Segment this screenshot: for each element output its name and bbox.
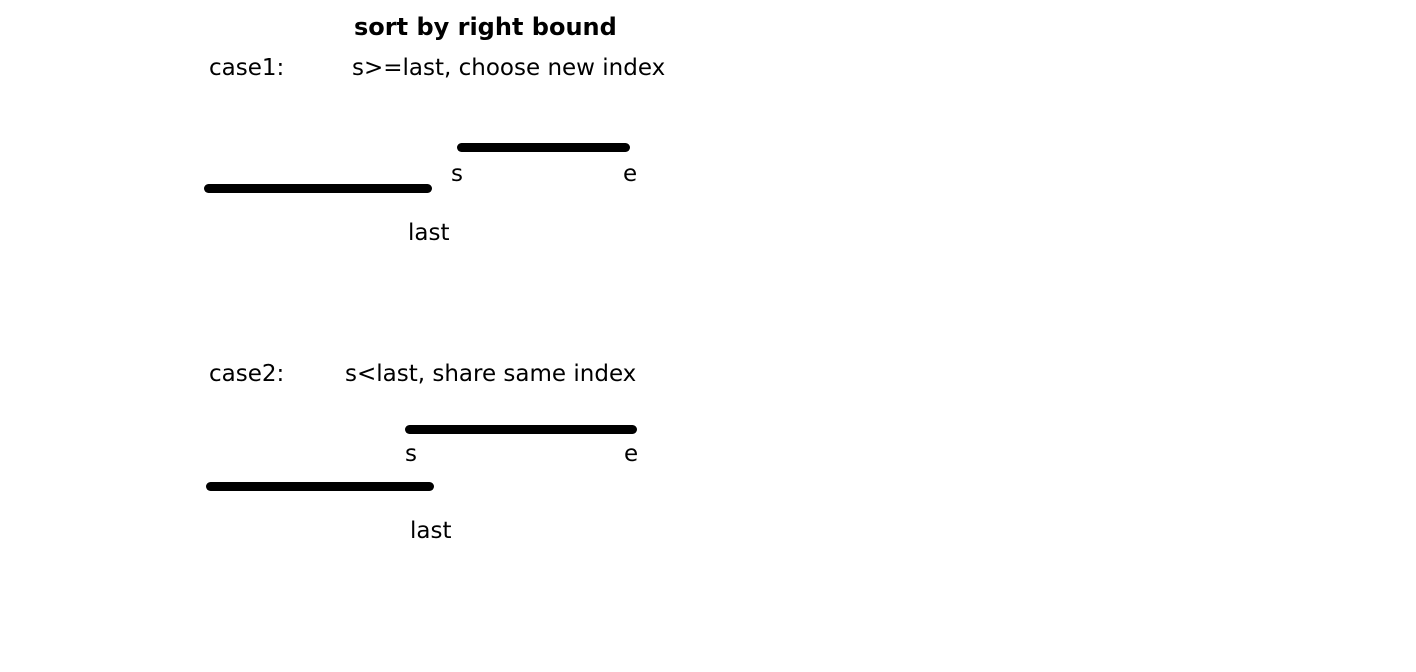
diagram-title: sort by right bound: [354, 13, 617, 41]
case1-end-label: e: [623, 161, 638, 187]
case2-previous-interval-bar: [206, 482, 434, 491]
case2-new-interval-bar: [405, 425, 637, 434]
case1-label: case1:: [209, 55, 285, 81]
case2-description: s<last, share same index: [345, 361, 637, 387]
case2-start-label: s: [405, 441, 417, 467]
case1-last-label: last: [408, 220, 450, 246]
case1-start-label: s: [451, 161, 463, 187]
case1-description: s>=last, choose new index: [352, 55, 666, 81]
case2-end-label: e: [624, 441, 639, 467]
case1-previous-interval-bar: [204, 184, 432, 193]
case1-new-interval-bar: [457, 143, 630, 152]
case2-label: case2:: [209, 361, 285, 387]
case2-last-label: last: [410, 518, 452, 544]
